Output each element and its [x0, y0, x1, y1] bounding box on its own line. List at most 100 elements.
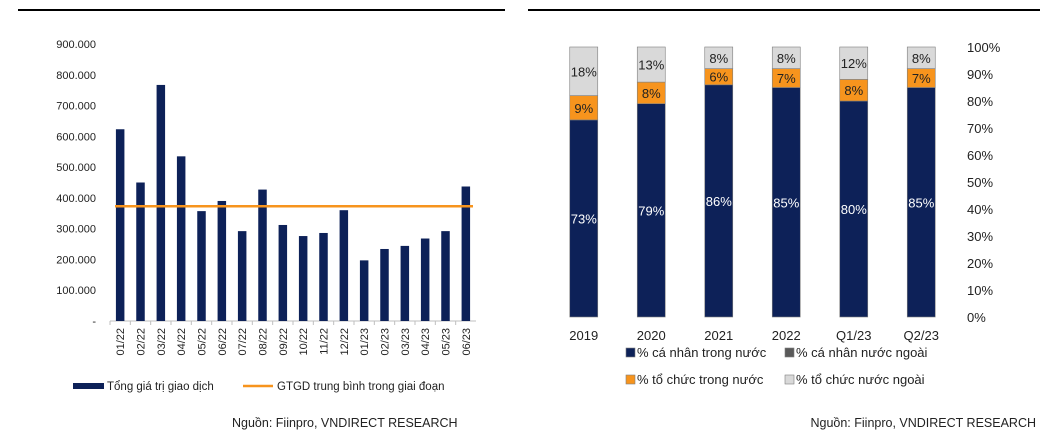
data-label: 7%	[777, 71, 796, 86]
left-chart-panel: 900.000 800.000 700.000 600.000 500.000 400.0…	[0, 0, 520, 438]
left-source-note: Nguồn: Fiinpro, VNDIRECT RESEARCH	[232, 416, 458, 430]
right-chart-panel: 100% 90% 80% 70% 60% 50% 40% 30% 20% 10% 0% 2019 202…	[520, 0, 1052, 438]
legend-swatch	[784, 374, 795, 385]
bar-02/23	[380, 248, 389, 321]
segment-2019-0	[569, 119, 599, 318]
y-tick-label: 800.000	[56, 70, 96, 82]
x-tick-label: Q1/23	[836, 328, 871, 343]
y-tick-label: 0%	[967, 310, 986, 325]
x-tick-label: 02/22	[136, 328, 148, 356]
segment-2020-3	[636, 46, 666, 83]
bar-12/22	[339, 210, 349, 321]
bar-05/22	[197, 211, 206, 321]
bar-02/22	[136, 182, 145, 321]
y-tick-label: 600.000	[56, 131, 96, 143]
bar-04/23	[420, 238, 430, 321]
x-tick-label: 06/23	[461, 328, 473, 356]
legend-label: % cá nhân trong nước	[637, 345, 767, 360]
x-tick-label: 04/22	[176, 328, 188, 356]
y-tick-label: 40%	[967, 202, 993, 217]
legend-label-average: GTGD trung bình trong giai đoạn	[277, 381, 445, 393]
x-tick-label: 01/23	[359, 328, 371, 356]
legend-label: % tổ chức trong nước	[637, 372, 764, 387]
segment-2022-0	[771, 87, 801, 318]
x-tick-label: 04/23	[420, 328, 432, 356]
x-tick-label: 05/22	[197, 328, 209, 356]
x-tick-label: 2022	[772, 328, 801, 343]
bar-07/22	[237, 231, 247, 321]
right-source-note: Nguồn: Fiinpro, VNDIRECT RESEARCH	[810, 416, 1036, 430]
segment-2019-2	[569, 95, 599, 121]
legend-label: % tổ chức nước ngoài	[796, 372, 925, 387]
bar-10/22	[298, 236, 308, 321]
x-tick-label: 03/23	[400, 328, 412, 356]
bar-08/22	[258, 189, 267, 321]
x-tick-label: 09/22	[278, 328, 290, 356]
x-tick-label: 03/22	[156, 328, 168, 356]
x-tick-label: 02/23	[380, 328, 392, 356]
bar-03/23	[400, 245, 410, 321]
data-label: 86%	[706, 194, 732, 209]
x-tick-label: 05/23	[441, 328, 453, 356]
data-label: 85%	[773, 195, 799, 210]
segment-2022-3	[771, 46, 801, 69]
data-label: 8%	[709, 51, 728, 66]
data-label: 85%	[908, 195, 934, 210]
x-tick-label: 08/22	[258, 328, 270, 356]
bar-06/23	[461, 186, 471, 321]
y-tick-label: 70%	[967, 121, 993, 136]
y-tick-label: 400.000	[56, 193, 96, 205]
y-tick-label: 700.000	[56, 101, 96, 113]
y-tick-label: 20%	[967, 256, 993, 271]
right-legend: % cá nhân trong nước % cá nhân nước ngoài…	[625, 345, 928, 387]
x-tick-label: 10/22	[298, 328, 310, 356]
legend-label: % cá nhân nước ngoài	[796, 345, 928, 360]
y-tick-label: 90%	[967, 67, 993, 82]
y-tick-label: -	[92, 316, 96, 328]
legend-swatch	[625, 347, 636, 358]
bar-01/23	[359, 260, 369, 321]
legend-swatch-total	[73, 383, 104, 389]
y-tick-label: 500.000	[56, 162, 96, 174]
segment-Q2/23-0	[906, 87, 936, 318]
legend-swatch	[784, 347, 795, 358]
segment-2021-3	[704, 46, 734, 69]
x-tick-label: 06/22	[217, 328, 229, 356]
data-label: 8%	[777, 51, 796, 66]
segment-Q1/23-3	[839, 46, 869, 80]
bar-11/22	[319, 232, 328, 321]
segment-Q1/23-0	[839, 100, 869, 318]
segment-2021-0	[704, 84, 734, 318]
bar-09/22	[278, 224, 288, 321]
data-label: 8%	[844, 83, 863, 98]
data-label: 73%	[571, 211, 597, 226]
data-label: 8%	[642, 86, 661, 101]
x-tick-label: 11/22	[319, 328, 331, 355]
y-tick-label: 30%	[967, 229, 993, 244]
y-tick-label: 60%	[967, 148, 993, 163]
x-tick-label: 2021	[704, 328, 733, 343]
segment-2019-3	[569, 46, 599, 96]
investor-structure-chart: 100% 90% 80% 70% 60% 50% 40% 30% 20% 10% 0% 2019 202…	[528, 9, 1040, 387]
data-label: 80%	[841, 202, 867, 217]
data-label: 7%	[912, 71, 931, 86]
y-tick-label: 200.000	[56, 254, 96, 266]
y-tick-label: 900.000	[56, 39, 96, 51]
data-label: 9%	[574, 101, 593, 116]
y-tick-label: 10%	[967, 283, 993, 298]
y-tick-label: 80%	[967, 94, 993, 109]
legend-swatch	[625, 374, 636, 385]
y-tick-label: 100%	[967, 40, 1001, 55]
data-label: 12%	[841, 56, 867, 71]
segment-Q2/23-3	[906, 46, 936, 69]
left-legend: Tổng giá trị giao dịch GTGD trung bình tr…	[73, 381, 445, 393]
x-tick-label: 2020	[637, 328, 666, 343]
y-tick-label: 100.000	[56, 285, 96, 297]
data-label: 8%	[912, 51, 931, 66]
x-tick-label: 01/22	[115, 328, 127, 356]
data-label: 18%	[571, 64, 597, 79]
data-label: 13%	[638, 58, 664, 73]
bar-05/23	[441, 231, 450, 321]
data-label: 79%	[638, 203, 664, 218]
x-tick-label: Q2/23	[904, 328, 939, 343]
